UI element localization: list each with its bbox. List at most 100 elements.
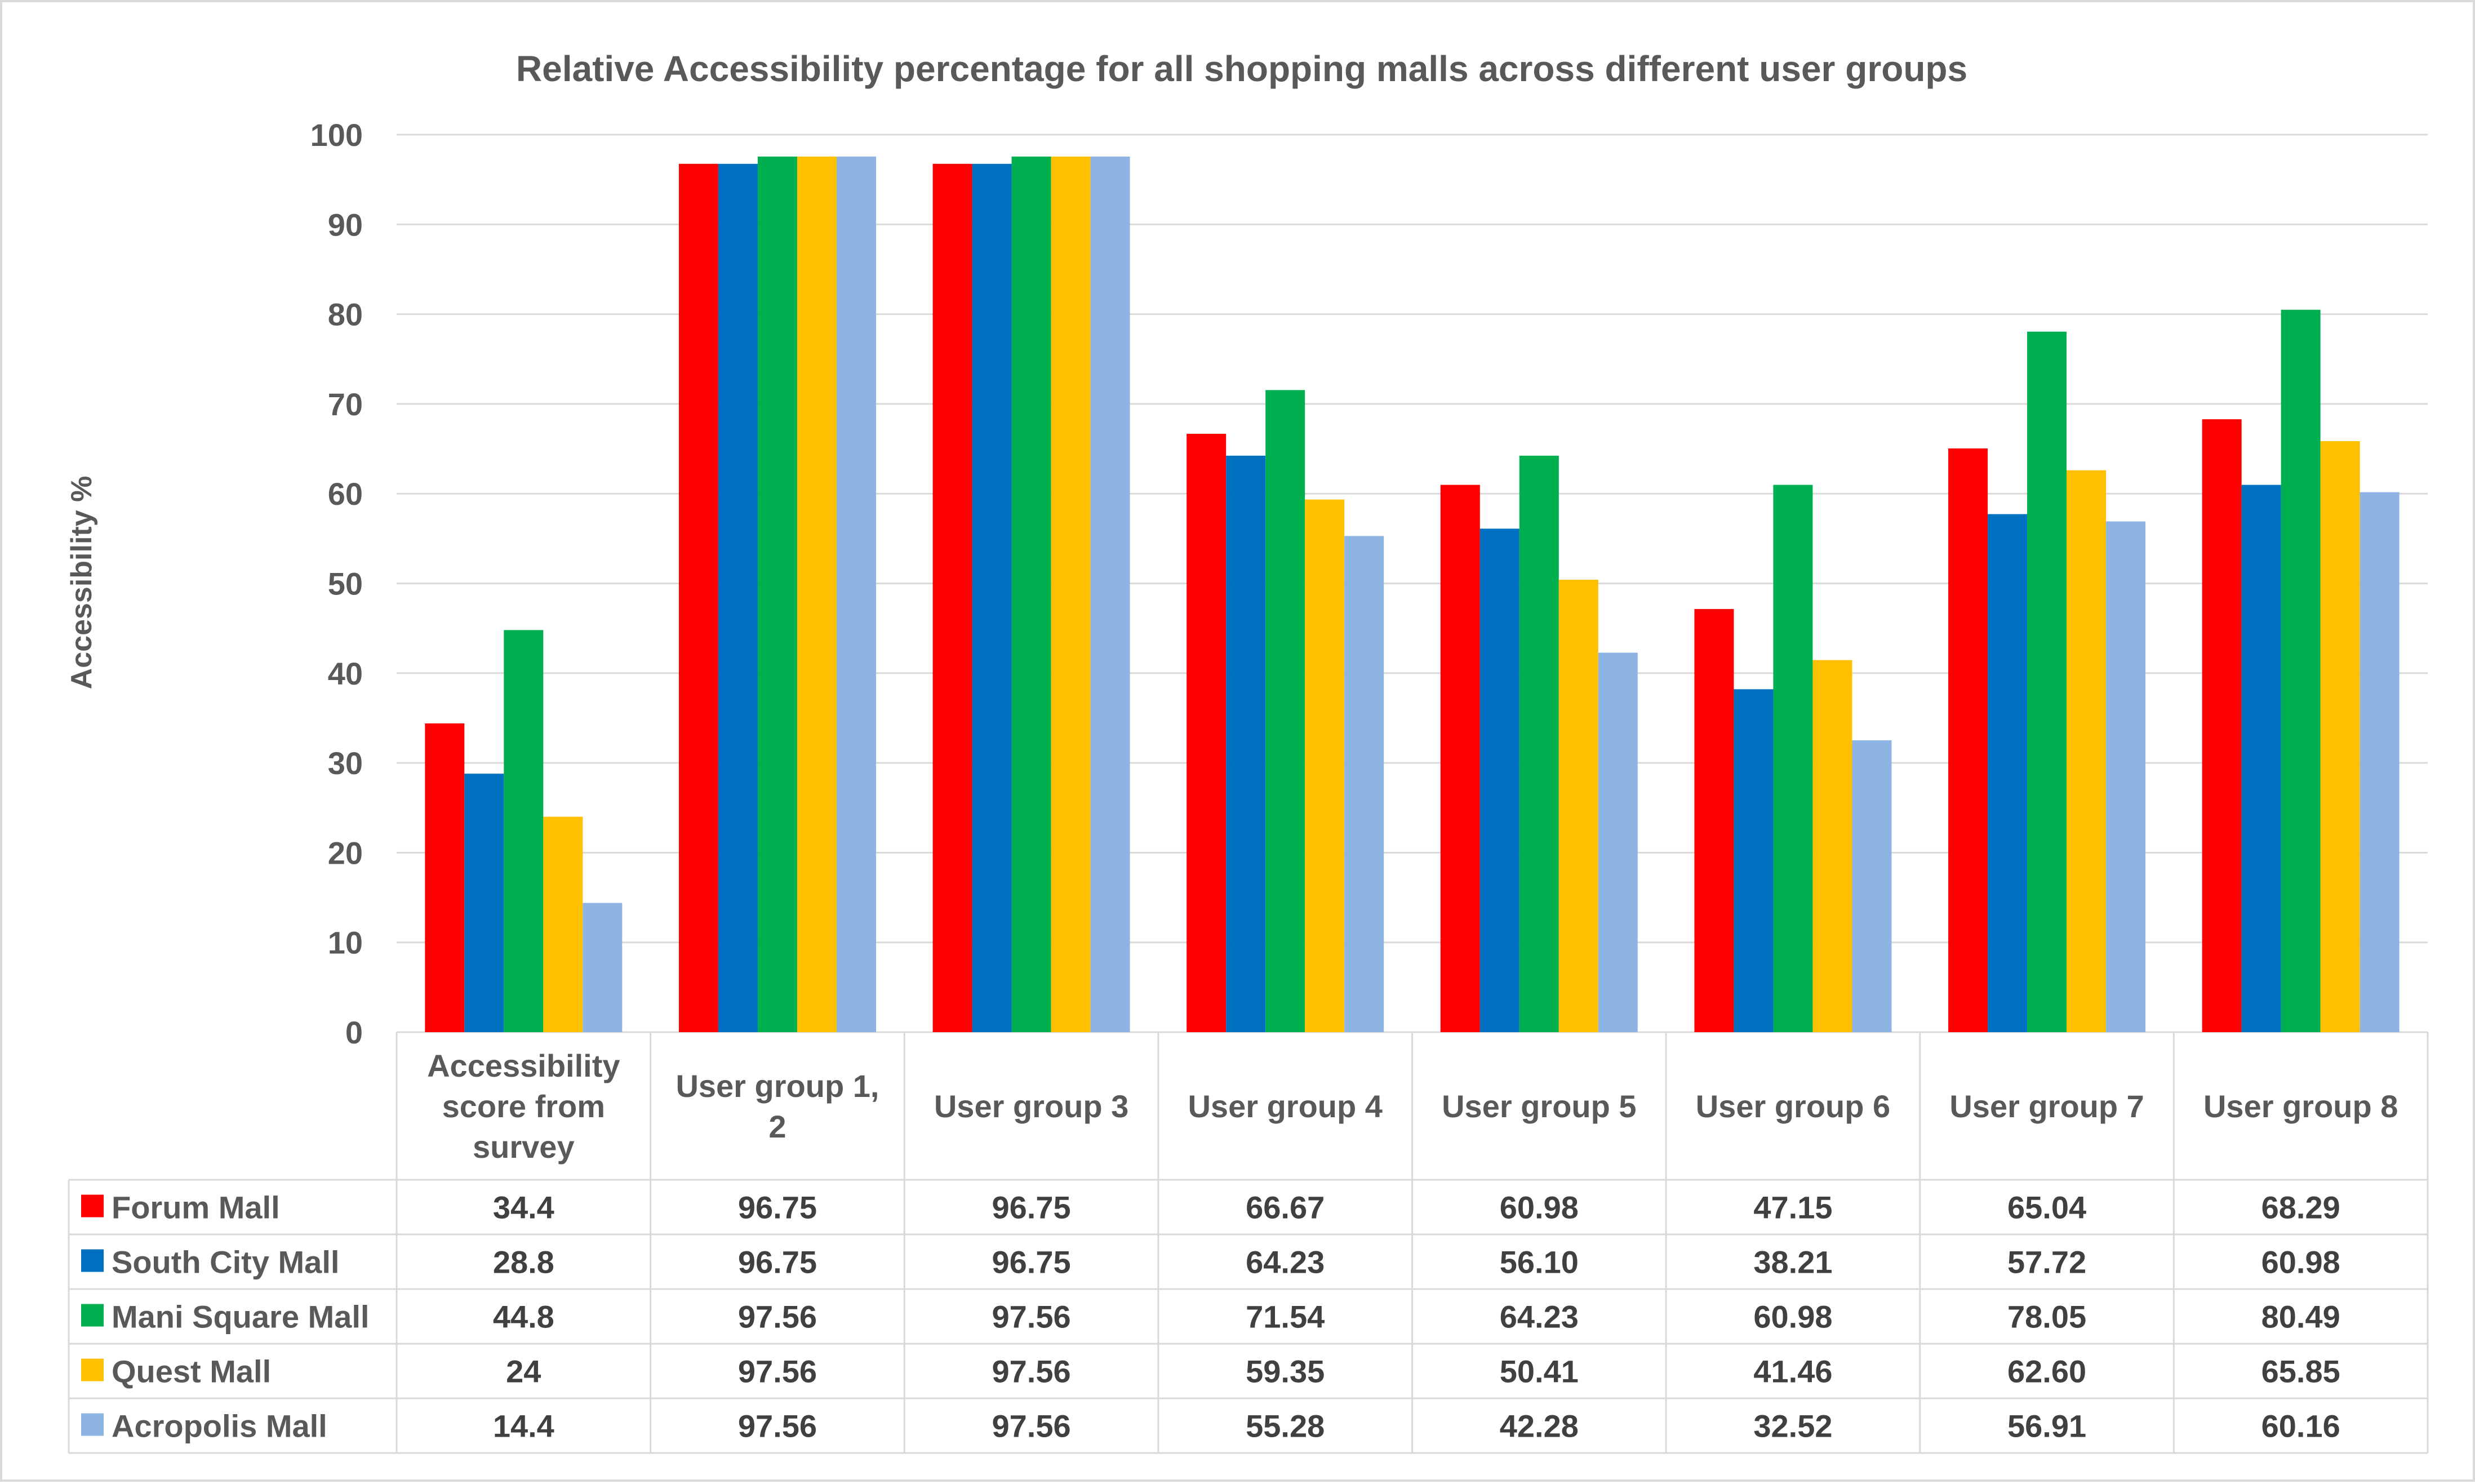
y-tick-label: 70: [328, 386, 363, 422]
table-cell-value: 38.21: [1753, 1245, 1832, 1280]
legend-key: [81, 1194, 104, 1218]
bar: [1265, 390, 1305, 1032]
table-cell-value: 59.35: [1246, 1354, 1325, 1389]
data-table: Accessibility score from survey User group …: [68, 1032, 2429, 1454]
table-cell-value: 28.8: [493, 1245, 554, 1280]
y-tick-label: 10: [328, 925, 363, 961]
y-tick-label: 30: [328, 745, 363, 781]
table-cell-value: 62.60: [2007, 1354, 2086, 1389]
table-cell-value: 60.98: [2261, 1245, 2340, 1280]
bar: [1852, 740, 1892, 1032]
table-cell-value: 50.41: [1500, 1354, 1579, 1389]
bar: [2241, 485, 2281, 1032]
table-cell-value: 97.56: [992, 1409, 1070, 1444]
bar: [1558, 579, 1598, 1032]
bar: [1011, 156, 1051, 1033]
bar: [797, 156, 837, 1033]
category-label: User group 5: [1442, 1088, 1636, 1124]
table-cell-value: 56.10: [1500, 1245, 1579, 1280]
category-label: User group 7: [1949, 1088, 2144, 1124]
table-cell-value: 68.29: [2261, 1190, 2340, 1225]
chart-title: Relative Accessibility percentage for al…: [516, 48, 1967, 89]
table-cell-value: 60.98: [1500, 1190, 1579, 1225]
bar: [932, 163, 972, 1033]
bar: [1988, 514, 2028, 1032]
category-label: User group 6: [1696, 1088, 1890, 1124]
category-label: Accessibility score from survey: [427, 1048, 620, 1165]
legend-label: Quest Mall: [112, 1354, 271, 1389]
table-cell-value: 57.72: [2007, 1245, 2086, 1280]
table-cell-value: 97.56: [992, 1354, 1070, 1389]
bar: [972, 163, 1012, 1033]
bar: [2360, 492, 2400, 1032]
table-cell-value: 55.28: [1246, 1409, 1325, 1444]
bar: [464, 774, 504, 1032]
legend-label: South City Mall: [112, 1245, 339, 1280]
category-label: User group 1, 2: [676, 1068, 879, 1144]
category-label: User group 3: [934, 1088, 1128, 1124]
bar: [2202, 419, 2242, 1032]
y-tick-label: 90: [328, 207, 363, 242]
bar: [1519, 455, 1559, 1032]
bar: [1187, 433, 1227, 1032]
table-cell-value: 65.85: [2261, 1354, 2340, 1389]
bar: [2281, 309, 2321, 1032]
table-cell-value: 97.56: [738, 1409, 817, 1444]
bar: [1812, 660, 1852, 1032]
bar: [1440, 485, 1480, 1032]
legend-key: [81, 1249, 104, 1272]
legend-label: Forum Mall: [112, 1190, 280, 1225]
bar: [718, 163, 758, 1033]
table-cell-value: 96.75: [738, 1190, 817, 1225]
table-cell-value: 96.75: [992, 1190, 1070, 1225]
bar: [1479, 528, 1519, 1032]
table-cell-value: 64.23: [1500, 1299, 1579, 1335]
table-cell-value: 97.56: [992, 1299, 1070, 1335]
legend-key: [81, 1358, 104, 1381]
table-cell-value: 96.75: [992, 1245, 1070, 1280]
table-cell-value: 66.67: [1246, 1190, 1325, 1225]
bar: [425, 723, 465, 1032]
table-cell-value: 42.28: [1500, 1409, 1579, 1444]
table-cell-value: 44.8: [493, 1299, 554, 1335]
table-cell-value: 41.46: [1753, 1354, 1832, 1389]
table-cell-value: 97.56: [738, 1299, 817, 1335]
table-cell-value: 32.52: [1753, 1409, 1832, 1444]
table-cell-value: 96.75: [738, 1245, 817, 1280]
table-cell-value: 78.05: [2007, 1299, 2086, 1335]
y-tick-label: 100: [310, 117, 363, 153]
table-cell-value: 34.4: [493, 1190, 554, 1225]
bar: [1305, 499, 1345, 1032]
category-label: User group 4: [1188, 1088, 1382, 1124]
y-tick-label: 80: [328, 297, 363, 332]
y-tick-label: 0: [345, 1015, 363, 1050]
legend-label: Acropolis Mall: [112, 1409, 327, 1444]
bar: [1226, 455, 1266, 1032]
table-cell-value: 60.98: [1753, 1299, 1832, 1335]
bar: [1948, 448, 1988, 1032]
table-cell-value: 65.04: [2007, 1190, 2086, 1225]
legend-key: [81, 1304, 104, 1327]
bar: [504, 630, 544, 1032]
table-cell-value: 24: [506, 1354, 541, 1389]
bar: [543, 816, 583, 1032]
bar: [836, 156, 876, 1033]
legend-key: [81, 1413, 104, 1436]
bar: [1694, 608, 1734, 1032]
table-cell-value: 14.4: [493, 1409, 554, 1444]
table-cell-value: 97.56: [738, 1354, 817, 1389]
bar: [2027, 331, 2067, 1032]
bar: [2067, 470, 2107, 1032]
bar: [583, 903, 623, 1032]
bar: [678, 163, 718, 1033]
y-axis-ticks: 0 10 20 30 40 50 60 70 80 90 100: [310, 117, 363, 1050]
category-label: User group 8: [2203, 1088, 2398, 1124]
bar: [1773, 485, 1813, 1032]
y-tick-label: 20: [328, 835, 363, 870]
y-axis-label: Accessibility %: [65, 476, 98, 690]
y-tick-label: 40: [328, 656, 363, 691]
y-tick-label: 50: [328, 566, 363, 602]
bar: [2106, 521, 2146, 1032]
